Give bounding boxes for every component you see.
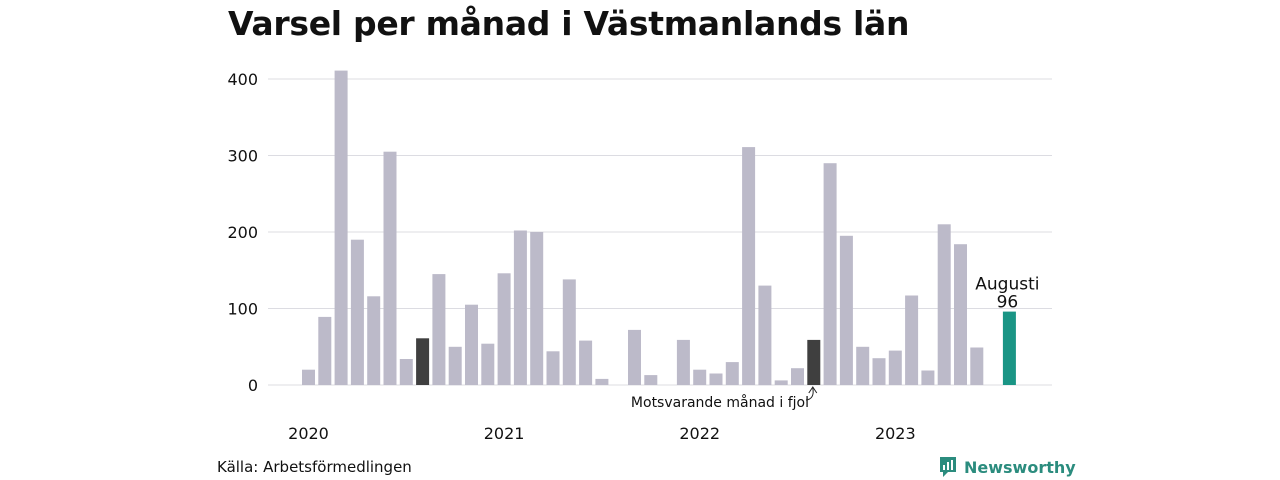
bar [546,351,560,385]
bar [497,273,511,385]
bar [562,279,576,385]
bar [367,296,381,385]
grid-lines [268,78,1052,386]
bar [905,295,919,385]
bar [579,340,593,385]
x-tick-label: 2023 [875,424,916,443]
brand-name: Newsworthy [964,457,1076,477]
bar [302,369,315,385]
previous-year-arrowhead [808,386,818,394]
bar [318,316,332,385]
newsworthy-logo-icon [940,457,956,477]
bar [921,370,935,385]
bar [970,347,984,385]
bar [839,235,853,385]
bar [693,369,707,385]
y-tick-label: 0 [248,376,258,395]
bar [383,151,397,385]
bar [628,329,641,385]
bar [774,380,788,385]
bar [334,70,348,385]
bar [513,230,527,385]
bar [644,375,658,385]
x-tick-label: 2020 [288,424,329,443]
bars [302,70,1016,386]
previous-year-arrow [805,387,814,401]
bar [872,358,886,385]
bar [595,378,609,385]
bar [856,346,870,386]
bar [399,359,413,385]
bar [807,339,821,385]
bar [350,239,364,385]
bar [481,343,495,385]
bar [823,163,837,385]
bar [465,304,478,385]
y-axis-ticks: 0 100 200 300 400 [227,70,258,395]
year-labels: 2020 2021 2022 2023 [288,424,916,443]
source-note: Källa: Arbetsförmedlingen [217,458,412,476]
y-tick-label: 100 [227,300,258,319]
bar [742,147,756,385]
bar [888,350,902,385]
bar [758,285,772,386]
x-tick-label: 2022 [679,424,720,443]
bar [416,338,430,385]
bar [432,274,446,385]
bar [676,339,690,385]
x-tick-label: 2021 [484,424,525,443]
bar [954,244,967,385]
current-value-label: 96 [997,293,1019,313]
y-tick-label: 300 [227,147,258,166]
bar [448,346,462,386]
page-title: Varsel per månad i Västmanlands län [228,4,910,43]
y-tick-label: 200 [227,223,258,242]
bar [725,362,739,385]
bar [1002,311,1016,385]
current-month-label: Augusti [975,275,1039,295]
previous-year-note: Motsvarande månad i fjol [631,394,809,411]
bar [937,224,951,385]
bar [709,373,723,385]
brand-logo[interactable]: Newsworthy [938,456,1076,478]
bar [791,368,804,385]
y-tick-label: 400 [227,70,258,89]
bar [530,232,544,385]
